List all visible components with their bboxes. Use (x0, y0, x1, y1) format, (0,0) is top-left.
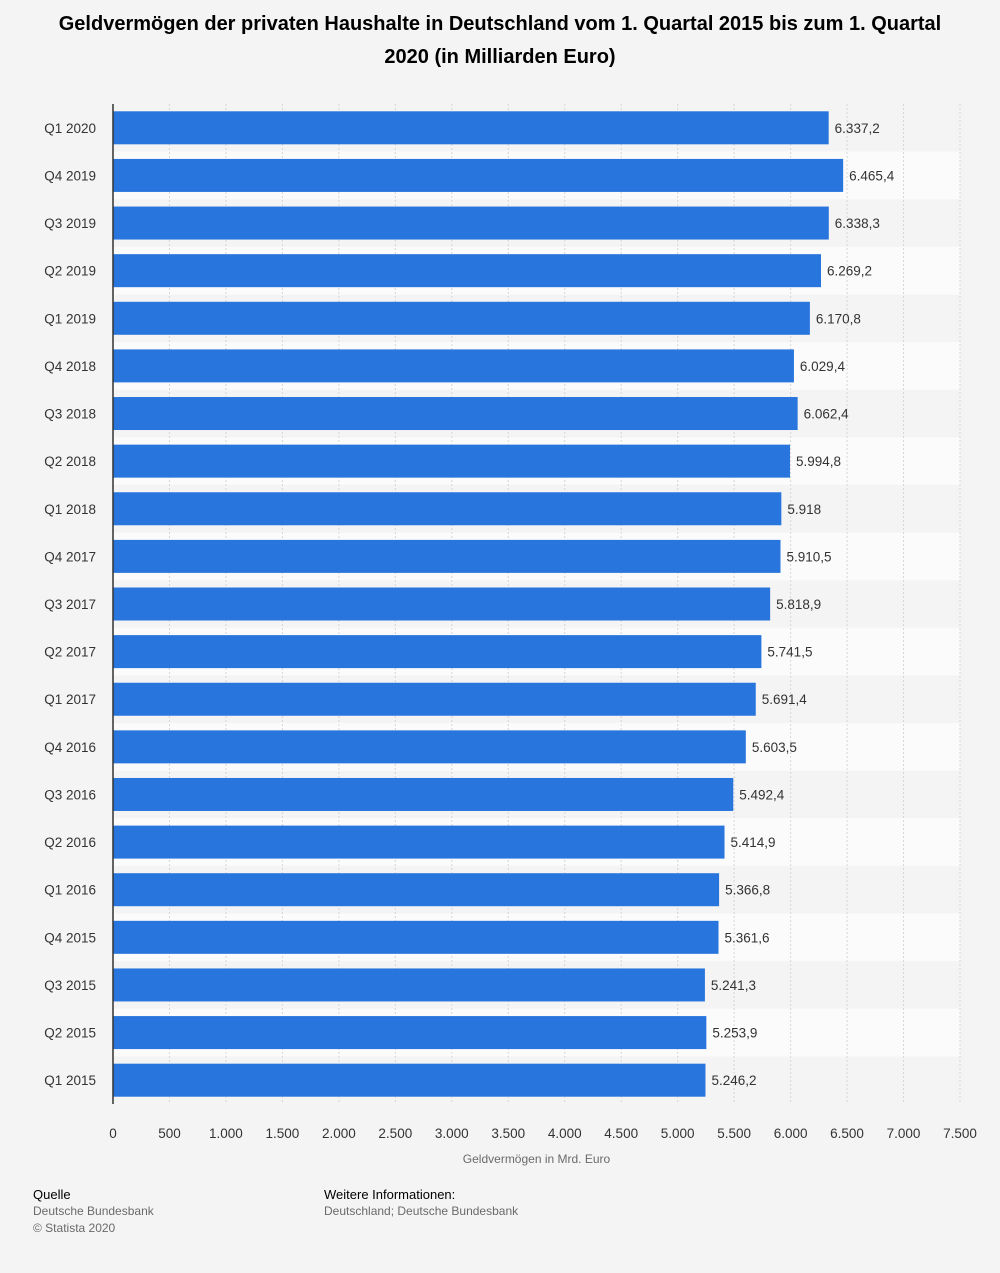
category-label: Q1 2019 (44, 311, 96, 326)
value-label: 6.062,4 (804, 407, 850, 422)
bar (113, 730, 746, 764)
category-label: Q2 2016 (44, 835, 96, 850)
x-tick-label: 1.000 (209, 1126, 243, 1141)
x-tick-label: 6.000 (774, 1126, 808, 1141)
x-tick-label: 4.500 (604, 1126, 638, 1141)
x-tick-label: 6.500 (830, 1126, 864, 1141)
chart-title: Geldvermögen der privaten Haushalte in D… (58, 13, 942, 68)
source-block: Quelle Deutsche Bundesbank © Statista 20… (33, 1186, 154, 1237)
bar (113, 968, 705, 1002)
info-block: Weitere Informationen: Deutschland; Deut… (324, 1186, 518, 1220)
bar (113, 444, 791, 478)
value-label: 5.366,8 (725, 883, 770, 898)
category-label: Q1 2017 (44, 692, 96, 707)
category-label: Q4 2016 (44, 740, 96, 755)
bar (113, 397, 798, 431)
value-label: 5.603,5 (752, 740, 797, 755)
bar (113, 301, 810, 335)
x-tick-label: 7.000 (887, 1126, 921, 1141)
category-label: Q3 2016 (44, 787, 96, 802)
category-label: Q2 2018 (44, 454, 96, 469)
category-label: Q4 2015 (44, 930, 96, 945)
bar-chart: Q1 2020 6.337,2 Q4 2019 6.465,4 Q3 2019 6.338… (44, 104, 977, 1166)
value-label: 5.910,5 (786, 549, 831, 564)
bar (113, 873, 720, 907)
category-label: Q2 2015 (44, 1026, 96, 1041)
category-label: Q3 2017 (44, 597, 96, 612)
value-label: 5.691,4 (762, 692, 808, 707)
bar (113, 158, 844, 192)
x-axis-label: Geldvermögen in Mrd. Euro (463, 1152, 611, 1166)
value-label: 6.337,2 (835, 121, 880, 136)
x-tick-label: 5.500 (717, 1126, 751, 1141)
value-label: 5.361,6 (725, 930, 770, 945)
bar (113, 1016, 707, 1050)
bar (113, 492, 782, 526)
value-label: 5.492,4 (739, 787, 785, 802)
x-tick-label: 1.500 (266, 1126, 300, 1141)
category-label: Q4 2017 (44, 549, 96, 564)
x-tick-label: 2.500 (378, 1126, 412, 1141)
bar (113, 635, 762, 669)
bar (113, 920, 719, 954)
bar (113, 349, 794, 383)
value-label: 6.269,2 (827, 264, 872, 279)
info-text: Deutschland; Deutsche Bundesbank (324, 1204, 519, 1218)
value-label: 5.246,2 (711, 1073, 756, 1088)
value-label: 6.170,8 (816, 311, 861, 326)
x-tick-label: 5.000 (661, 1126, 695, 1141)
value-label: 6.029,4 (800, 359, 846, 374)
source-name[interactable]: Deutsche Bundesbank (33, 1204, 154, 1218)
category-label: Q2 2019 (44, 264, 96, 279)
value-label: 5.414,9 (731, 835, 776, 850)
bar (113, 254, 822, 288)
value-label: 5.918 (787, 502, 821, 517)
bar (113, 111, 829, 145)
bar (113, 1063, 706, 1097)
x-tick-label: 4.000 (548, 1126, 582, 1141)
x-tick-label: 500 (158, 1126, 181, 1141)
value-label: 5.741,5 (767, 645, 812, 660)
copyright: © Statista 2020 (33, 1221, 116, 1235)
category-label: Q1 2018 (44, 502, 96, 517)
value-label: 6.338,3 (835, 216, 880, 231)
category-label: Q1 2015 (44, 1073, 96, 1088)
value-label: 5.253,9 (712, 1026, 757, 1041)
category-label: Q1 2016 (44, 883, 96, 898)
category-label: Q3 2015 (44, 978, 96, 993)
category-label: Q4 2019 (44, 168, 96, 183)
value-label: 5.818,9 (776, 597, 821, 612)
value-label: 5.994,8 (796, 454, 841, 469)
bar (113, 825, 725, 859)
info-heading: Weitere Informationen: (324, 1187, 456, 1202)
bar (113, 682, 756, 716)
bar (113, 539, 781, 573)
category-label: Q1 2020 (44, 121, 96, 136)
category-label: Q3 2019 (44, 216, 96, 231)
bar (113, 777, 734, 811)
category-label: Q4 2018 (44, 359, 96, 374)
category-label: Q2 2017 (44, 645, 96, 660)
value-label: 6.465,4 (849, 168, 895, 183)
x-tick-label: 3.000 (435, 1126, 469, 1141)
bar (113, 206, 829, 240)
x-tick-label: 7.500 (943, 1126, 977, 1141)
source-heading: Quelle (33, 1187, 71, 1202)
value-label: 5.241,3 (711, 978, 756, 993)
category-label: Q3 2018 (44, 407, 96, 422)
x-tick-label: 3.500 (491, 1126, 525, 1141)
x-tick-label: 2.000 (322, 1126, 356, 1141)
x-tick-label: 0 (109, 1126, 117, 1141)
bar (113, 587, 771, 621)
